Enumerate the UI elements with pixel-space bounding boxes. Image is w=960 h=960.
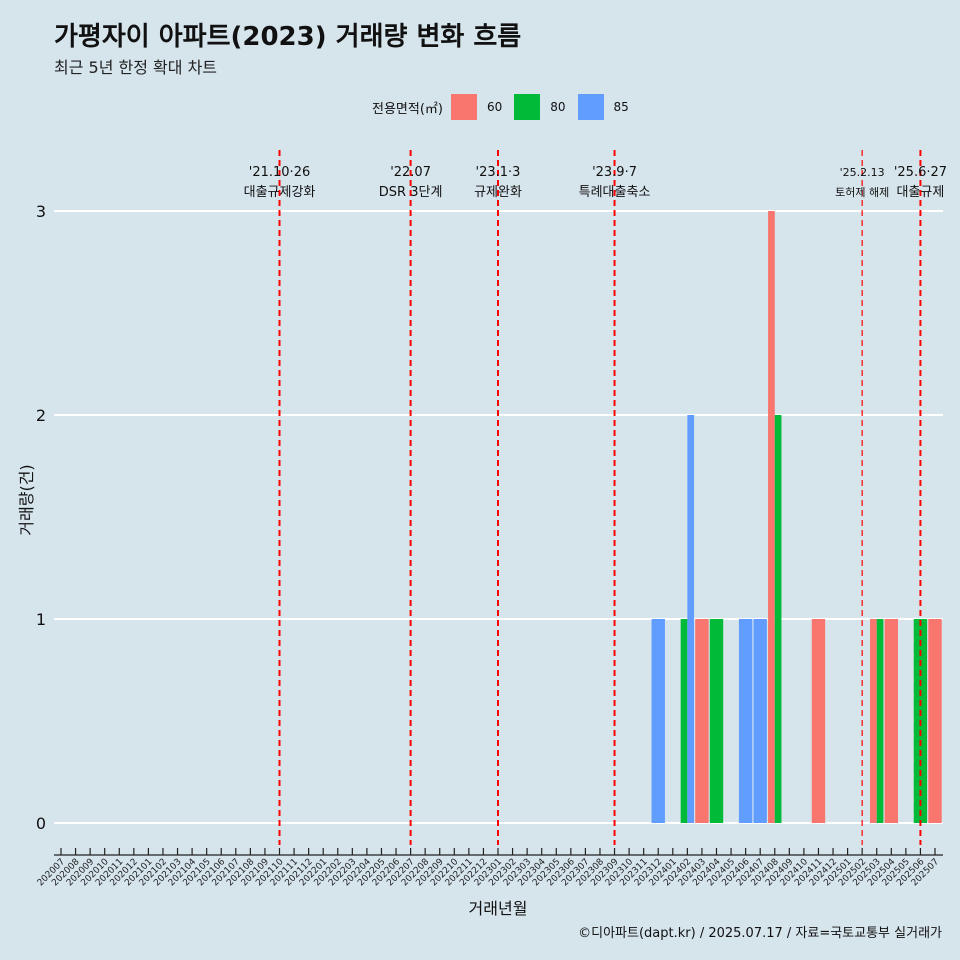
legend-item-80: 80	[514, 94, 566, 120]
y-tick-label-1: 1	[36, 610, 46, 629]
bar-80-202408	[774, 415, 782, 823]
legend: 전용면적(㎡) 60 80 85	[372, 94, 641, 120]
bar-85-202312	[651, 619, 665, 823]
legend-label-80: 80	[550, 100, 566, 114]
x-axis-title: 거래년월	[469, 899, 528, 918]
bar-60-202408	[768, 211, 775, 823]
event-label-202301: 규제완화	[474, 185, 522, 200]
bar-80-202404	[709, 619, 724, 823]
event-date-202309: '23.9·7	[592, 165, 637, 180]
y-axis-title: 거래량(건)	[17, 464, 36, 535]
event-label-202207: DSR 3단계	[379, 185, 443, 200]
event-label-202506: 대출규제	[897, 185, 945, 200]
bar-60-202411	[811, 619, 826, 823]
event-label-202110: 대출규제강화	[244, 185, 316, 200]
source-caption: ©디아파트(dapt.kr) / 2025.07.17 / 자료=국토교통부 실…	[578, 926, 942, 941]
legend-swatch-60	[450, 94, 477, 120]
bar-60-202504	[884, 619, 899, 823]
y-tick-label-0: 0	[36, 814, 46, 833]
bar-85-202407	[753, 619, 767, 823]
legend-swatch-80	[514, 94, 541, 120]
chart-title: 가평자이 아파트(2023) 거래량 변화 흐름	[54, 22, 522, 52]
bar-60-202507	[928, 619, 942, 823]
legend-swatch-85	[577, 94, 604, 120]
event-date-202506: '25.6·27	[894, 165, 947, 180]
chart-subtitle: 최근 5년 한정 확대 차트	[54, 58, 218, 77]
event-label-202502: 토허제 해제	[835, 185, 889, 199]
bar-85-202402	[687, 415, 695, 823]
event-date-202502: '25.2.13	[840, 166, 885, 179]
y-tick-label-2: 2	[36, 406, 46, 425]
legend-title: 전용면적(㎡)	[372, 101, 443, 117]
bar-80-202402	[680, 619, 688, 823]
legend-label-85: 85	[613, 100, 629, 114]
legend-item-60: 60	[450, 94, 503, 120]
legend-label-60: 60	[486, 100, 503, 114]
legend-item-85: 85	[577, 94, 629, 120]
event-date-202110: '21.10·26	[249, 165, 310, 180]
event-date-202207: '22.07	[390, 165, 431, 180]
bar-85-202406	[738, 619, 753, 823]
bar-60-202403	[695, 619, 709, 823]
bar-60-202503	[870, 619, 877, 823]
event-label-202309: 특례대출축소	[579, 185, 651, 200]
bar-80-202503	[876, 619, 884, 823]
event-date-202301: '23.1·3	[476, 165, 521, 180]
y-tick-label-3: 3	[36, 202, 46, 221]
